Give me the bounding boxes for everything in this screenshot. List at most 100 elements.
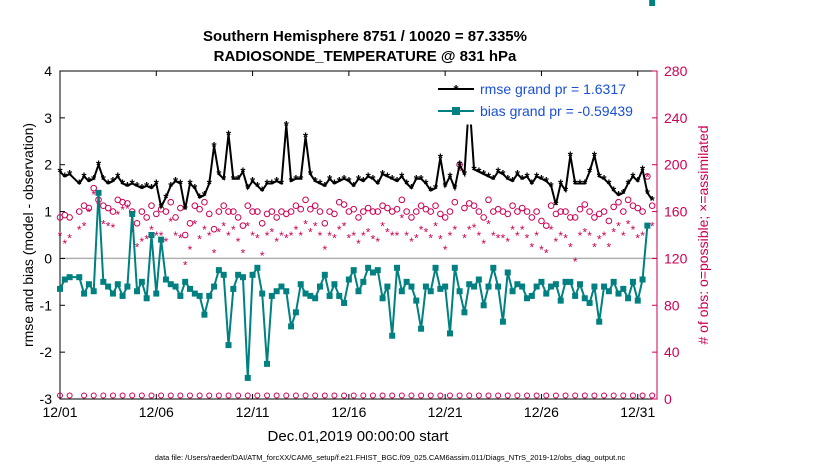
obs-assimilated-point: * xyxy=(212,247,217,261)
bias-point xyxy=(129,210,136,217)
bias-point xyxy=(572,292,579,299)
obs-rejected-point xyxy=(552,392,559,399)
y-right-tick-label: 280 xyxy=(664,63,688,79)
obs-rejected-point xyxy=(321,392,328,399)
bias-point xyxy=(76,274,83,281)
obs-possible-point xyxy=(321,219,329,227)
rmse-point: * xyxy=(496,165,502,180)
bias-point xyxy=(442,283,449,290)
obs-possible-point xyxy=(432,202,439,210)
obs-assimilated-point: * xyxy=(525,231,530,245)
bias-point xyxy=(90,288,97,295)
bias-point xyxy=(543,290,550,297)
y-right-tick-label: 240 xyxy=(664,110,688,126)
rmse-point: * xyxy=(149,181,155,196)
legend-rmse-marker: * xyxy=(453,82,459,97)
rmse-point: * xyxy=(187,176,193,191)
obs-possible-point xyxy=(254,208,261,215)
obs-assimilated-point: * xyxy=(140,235,145,249)
obs-assimilated-point: * xyxy=(164,235,169,249)
obs-assimilated-point: * xyxy=(58,229,63,243)
rmse-point: * xyxy=(621,186,627,201)
rmse-point: * xyxy=(120,176,126,191)
bias-point xyxy=(239,274,246,281)
obs-assimilated-point: * xyxy=(428,231,433,245)
obs-possible-point xyxy=(152,210,160,218)
bias-point xyxy=(273,288,280,295)
obs-assimilated-point: * xyxy=(91,188,96,202)
obs-possible-point xyxy=(316,208,324,215)
x-axis: 12/01 12/06 12/11 12/16 12/21 12/26 12/31 xyxy=(42,71,655,420)
bias-point xyxy=(615,290,622,297)
obs-assimilated-point: * xyxy=(260,249,265,263)
rmse-point: * xyxy=(77,176,83,191)
obs-assimilated-point: * xyxy=(501,231,506,245)
y-axis-right: 0 40 80 120 160 200 240 280 xyxy=(652,63,688,407)
rmse-point: * xyxy=(370,172,376,187)
obs-assimilated-point: * xyxy=(245,220,250,234)
obs-rejected-point xyxy=(437,392,444,399)
bias-point xyxy=(422,283,429,290)
rmse-point: * xyxy=(515,167,521,182)
obs-assimilated-point: * xyxy=(424,225,429,239)
rmse-point: * xyxy=(505,172,511,187)
obs-assimilated-point: * xyxy=(399,211,404,225)
bias-point xyxy=(196,292,203,299)
obs-rejected-point xyxy=(100,392,107,399)
obs-assimilated-point: * xyxy=(481,237,486,251)
rmse-point: * xyxy=(144,179,150,194)
rmse-point: * xyxy=(428,183,434,198)
bias-point xyxy=(620,285,627,292)
rmse-point: * xyxy=(110,174,116,189)
obs-possible-point xyxy=(480,214,487,221)
obs-assimilated-point: * xyxy=(452,223,457,237)
obs-possible-point xyxy=(230,208,237,215)
obs-possible-point xyxy=(191,202,199,210)
obs-assimilated-point: * xyxy=(313,220,318,234)
bias-point xyxy=(148,232,155,238)
obs-assimilated-point: * xyxy=(82,220,87,234)
obs-possible-point xyxy=(181,231,189,239)
bias-point xyxy=(398,288,405,295)
bias-point xyxy=(302,290,309,297)
y-axis-left: -3 -2 -1 0 1 2 3 4 xyxy=(40,63,65,407)
rmse-point: * xyxy=(423,176,429,191)
rmse-point: * xyxy=(125,179,131,194)
obs-possible-point xyxy=(109,208,117,215)
rmse-point: * xyxy=(472,162,478,177)
rmse-point: * xyxy=(231,172,237,187)
bias-series xyxy=(57,0,656,381)
obs-possible-point xyxy=(586,208,593,215)
obs-assimilated-point: * xyxy=(250,229,255,243)
obs-rejected-point xyxy=(475,392,482,399)
obs-rejected-point xyxy=(379,392,386,399)
obs-possible-point xyxy=(591,214,598,221)
obs-assimilated-point: * xyxy=(270,225,275,239)
obs-assimilated-point: * xyxy=(274,235,279,249)
plot-area xyxy=(59,70,658,400)
obs-rejected-point xyxy=(369,392,376,399)
rmse-point: * xyxy=(563,183,569,198)
footnote: data file: /Users/raeder/DAI/ATM_forcXX/… xyxy=(155,453,626,462)
rmse-point: * xyxy=(587,165,593,180)
obs-possible-point xyxy=(533,208,540,215)
bias-point xyxy=(57,285,63,292)
rmse-point: * xyxy=(524,169,530,184)
obs-possible-point xyxy=(360,208,367,215)
obs-possible-point xyxy=(177,204,184,212)
bias-point xyxy=(249,271,256,278)
obs-possible-point xyxy=(408,214,415,221)
obs-rejected-point xyxy=(225,392,232,399)
rmse-point: * xyxy=(327,172,333,187)
bias-point xyxy=(307,292,314,299)
obs-rejected-point xyxy=(283,392,290,399)
rmse-point: * xyxy=(250,174,256,189)
obs-possible-point xyxy=(201,198,208,206)
bias-point xyxy=(586,299,593,306)
obs-rejected-point xyxy=(610,392,617,399)
bias-point xyxy=(326,292,333,299)
rmse-point: * xyxy=(154,176,160,191)
obs-possible-point xyxy=(538,217,545,225)
legend-box xyxy=(433,77,645,125)
obs-assimilated-point: * xyxy=(178,231,183,245)
